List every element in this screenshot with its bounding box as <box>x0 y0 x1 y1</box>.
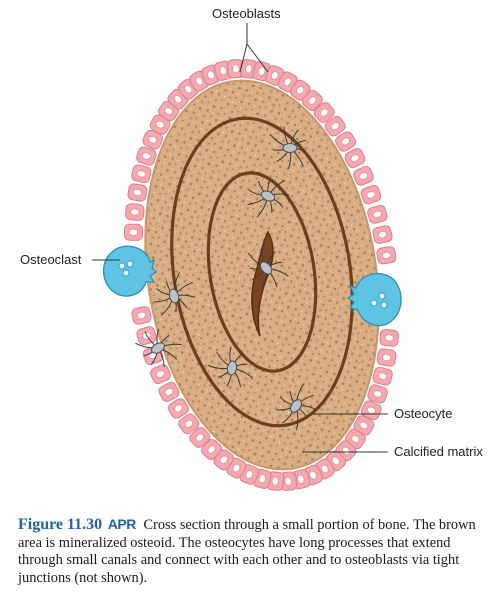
apr-icon: APR <box>107 516 137 532</box>
osteoblast-cell <box>353 166 374 186</box>
osteoclast-right <box>346 272 402 327</box>
osteoclast-left <box>103 245 158 297</box>
osteoblast-cell <box>123 223 144 241</box>
osteoblast-layer <box>123 59 399 491</box>
label-osteoblasts: Osteoblasts <box>212 6 281 21</box>
osteoblast-cell <box>131 164 152 184</box>
osteoblast-cell <box>167 398 189 419</box>
label-osteocyte: Osteocyte <box>394 406 453 421</box>
osteoblast-cell <box>379 329 399 347</box>
osteoblast-cell <box>324 115 346 137</box>
osteoblast-cell <box>376 246 397 265</box>
osteocyte-cell <box>207 347 254 388</box>
osteoblast-cell <box>127 183 148 202</box>
osteoblast-cell <box>360 185 382 205</box>
osteoblast-cell <box>353 415 375 436</box>
osteoblast-cell <box>301 90 323 111</box>
osteocyte-cell <box>247 179 290 218</box>
osteoblast-cell <box>136 146 157 166</box>
osteoblast-cell <box>344 148 366 169</box>
osteoblast-cell <box>372 225 393 244</box>
osteocyte-cell <box>276 383 316 431</box>
osteocyte-cell <box>153 272 195 316</box>
osteoblast-cell <box>313 102 335 123</box>
osteocyte-cell <box>247 247 289 288</box>
osteocyte-cell <box>269 126 307 170</box>
osteoblast-cell <box>372 366 393 386</box>
osteoblast-cell <box>367 384 388 404</box>
osteoblast-cell <box>131 306 152 325</box>
bone-cross-section-diagram <box>92 23 402 491</box>
osteoblast-cell <box>335 131 357 152</box>
figure-number: Figure 11.30 <box>18 516 103 533</box>
osteoblast-cell <box>289 79 311 101</box>
osteoblast-cell <box>150 364 171 384</box>
central-canal <box>251 230 274 337</box>
osteoblast-cell <box>178 413 200 435</box>
osteoblast-cell <box>201 439 223 460</box>
osteocyte-cell <box>135 328 182 368</box>
osteoblast-cell <box>158 381 180 402</box>
osteoblast-cell <box>125 203 145 221</box>
osteoblast-cell <box>367 204 388 224</box>
label-calcified-matrix: Calcified matrix <box>394 444 483 459</box>
osteoblast-cell <box>189 427 211 448</box>
leader-lines <box>92 23 388 453</box>
osteoblast-cell <box>213 449 235 471</box>
osteoblast-cell <box>142 129 164 150</box>
label-osteoclast: Osteoclast <box>20 252 82 267</box>
osteoblast-cell <box>376 348 397 367</box>
caption-text: Cross section through a small portion of… <box>18 517 476 586</box>
figure-caption: Figure 11.30 APR Cross section through a… <box>18 516 488 587</box>
osteocyte-group <box>135 126 316 431</box>
